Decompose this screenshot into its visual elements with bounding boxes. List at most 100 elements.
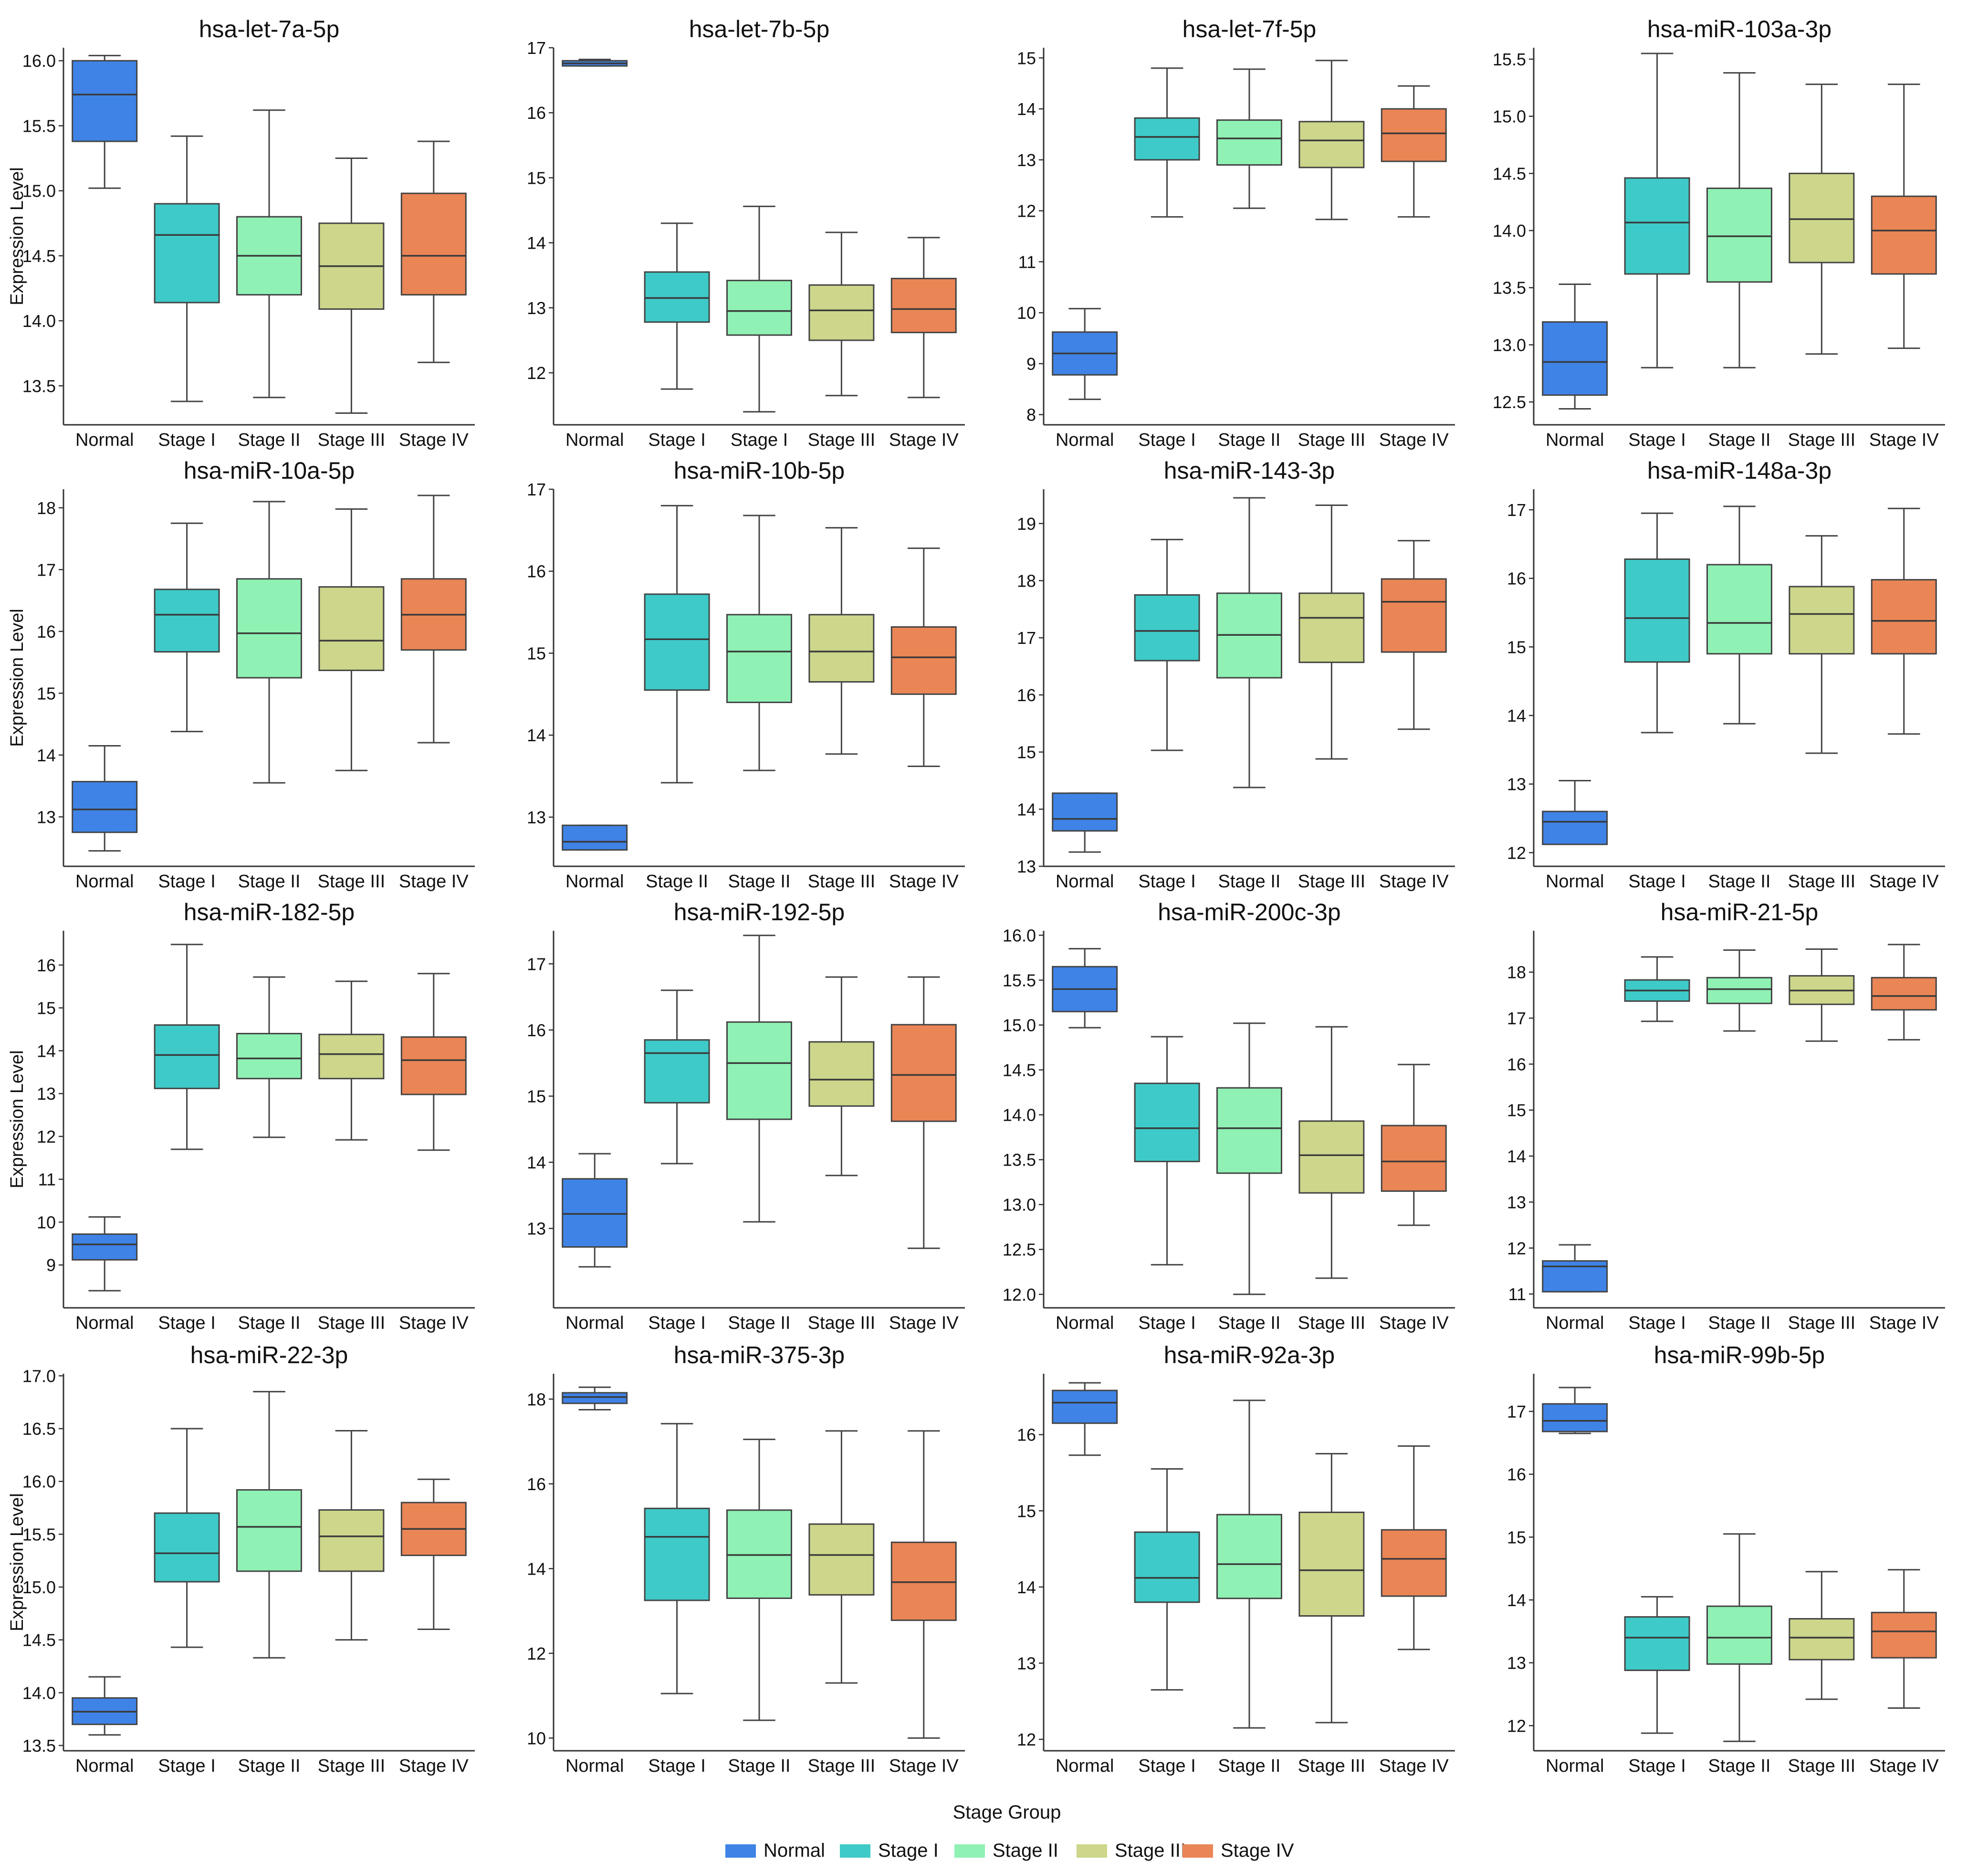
y-tick-label: 14	[1507, 1590, 1526, 1610]
box-stage-ii	[1216, 1022, 1282, 1295]
y-tick-label: 17	[1507, 1009, 1526, 1028]
x-tick-label: Stage I	[648, 430, 705, 450]
panel-hsa-mir-22-3p: hsa-miR-22-3p 13.5 14.0 14.5 15.0 15.5 16.0 16.…	[7, 1342, 475, 1776]
y-tick-label: 14	[527, 1559, 546, 1578]
box-stage-iii	[318, 508, 385, 771]
iqr-box	[1624, 558, 1690, 663]
iqr-box	[72, 781, 138, 833]
box-normal	[562, 824, 628, 851]
box-stage-i	[154, 1428, 220, 1648]
x-tick-label: Stage IV	[889, 872, 959, 892]
y-tick-label: 15.0	[22, 181, 56, 201]
box-stage-i	[1134, 67, 1200, 218]
box-stage-ii	[236, 976, 302, 1138]
y-tick-label: 15	[527, 1086, 546, 1106]
y-tick-label: 15.5	[22, 1525, 56, 1544]
y-tick-label: 14.0	[1003, 1105, 1036, 1125]
box-normal	[1542, 284, 1608, 410]
iqr-box	[1381, 1529, 1447, 1597]
y-tick-label: 12	[1017, 1730, 1036, 1749]
box-stage-ii	[236, 1391, 302, 1659]
x-tick-label: Stage IV	[1869, 872, 1939, 892]
panel-hsa-mir-10a-5p: hsa-miR-10a-5p 13 14 15 16 17 18 Expression Lev…	[7, 457, 475, 892]
y-tick-label: 14	[1017, 799, 1036, 819]
box-stage-i	[644, 989, 710, 1165]
y-tick-label: 16	[1017, 685, 1036, 705]
y-tick-label: 17	[1507, 1402, 1526, 1421]
x-tick-label: Stage II	[728, 872, 791, 892]
x-tick-label: Normal	[565, 1313, 624, 1333]
y-tick-label: 13	[1507, 1192, 1526, 1212]
y-axis-label: Expression Level	[7, 1493, 27, 1631]
iqr-box	[890, 278, 957, 334]
y-tick-label: 12	[37, 1127, 56, 1146]
legend-label: Stage II	[993, 1840, 1058, 1861]
y-tick-label: 14	[527, 1153, 546, 1172]
box-stage-ii	[1706, 505, 1772, 725]
iqr-box	[154, 589, 220, 653]
y-tick-label: 9	[1026, 354, 1036, 374]
x-tick-label: Stage II	[646, 872, 708, 892]
box-stage-iv	[1871, 507, 1937, 735]
panel-title: hsa-let-7f-5p	[1182, 16, 1317, 42]
iqr-box	[318, 1509, 385, 1572]
x-tick-label: Stage I	[158, 1313, 215, 1333]
y-tick-label: 17	[527, 954, 546, 974]
y-tick-label: 16	[527, 1020, 546, 1040]
x-tick-label: Stage II	[238, 1756, 301, 1776]
y-tick-label: 10	[527, 1728, 546, 1748]
iqr-box	[154, 1512, 220, 1583]
y-tick-label: 15	[527, 643, 546, 663]
box-stage-iv	[1381, 540, 1447, 730]
x-tick-label: Stage III	[808, 430, 876, 450]
y-tick-label: 13	[527, 298, 546, 318]
y-tick-label: 14.0	[22, 311, 56, 331]
y-tick-label: 19	[1017, 514, 1036, 534]
box-stage-ii	[726, 205, 792, 413]
x-tick-label: Stage III	[1788, 1756, 1856, 1776]
y-tick-label: 18	[1017, 571, 1036, 591]
box-normal	[562, 59, 628, 67]
y-tick-label: 14.5	[22, 246, 56, 266]
box-stage-iii	[808, 1430, 875, 1684]
x-tick-label: Stage III	[318, 1313, 386, 1333]
x-tick-label: Stage IV	[1379, 1756, 1449, 1776]
iqr-box	[236, 1032, 302, 1080]
iqr-box	[1871, 579, 1937, 655]
y-tick-label: 16.5	[22, 1419, 56, 1439]
panel-hsa-mir-92a-3p: hsa-miR-92a-3p 12 13 14 15 16 Normal Stage I Sta…	[1017, 1342, 1455, 1776]
x-tick-label: Stage I	[1628, 430, 1685, 450]
x-tick-label: Stage II	[238, 872, 301, 892]
box-stage-ii	[236, 501, 302, 784]
iqr-box	[318, 586, 385, 671]
y-axis-label: Expression Level	[7, 167, 27, 305]
box-normal	[1052, 1382, 1118, 1456]
y-tick-label: 16	[1507, 1465, 1526, 1484]
panel-title: hsa-miR-143-3p	[1164, 457, 1335, 484]
box-stage-iii	[318, 158, 385, 414]
y-tick-label: 15	[1507, 1101, 1526, 1120]
y-tick-label: 14	[1507, 706, 1526, 726]
iqr-box	[1542, 810, 1608, 845]
iqr-box	[1706, 977, 1772, 1004]
iqr-box	[1298, 1120, 1365, 1194]
iqr-box	[236, 578, 302, 679]
y-tick-label: 16.0	[22, 51, 56, 71]
panel-title: hsa-miR-92a-3p	[1164, 1342, 1335, 1368]
y-tick-label: 10	[1017, 303, 1036, 323]
panel-title: hsa-miR-22-3p	[190, 1342, 348, 1368]
y-tick-label: 15	[37, 999, 56, 1018]
x-tick-label: Stage II	[1708, 430, 1771, 450]
box-stage-iv	[1871, 1569, 1937, 1709]
box-stage-i	[644, 1423, 710, 1694]
x-tick-label: Normal	[75, 1313, 134, 1333]
iqr-box	[644, 271, 710, 323]
panel-title: hsa-miR-200c-3p	[1158, 899, 1340, 925]
y-tick-label: 14	[37, 1041, 56, 1061]
y-tick-label: 15	[1507, 1527, 1526, 1547]
y-tick-label: 13	[37, 1084, 56, 1104]
iqr-box	[562, 1392, 628, 1404]
box-stage-iv	[890, 547, 957, 767]
box-stage-iii	[1298, 1453, 1365, 1724]
box-stage-ii	[726, 515, 792, 771]
